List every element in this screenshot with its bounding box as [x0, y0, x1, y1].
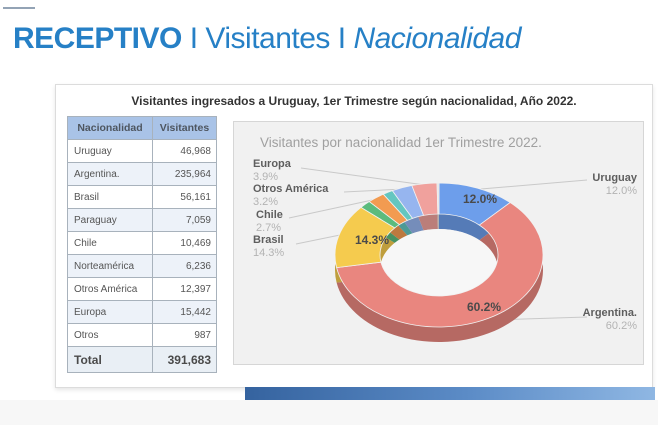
- nacionalidad-cell: Argentina.: [67, 162, 153, 186]
- slice-label-uruguay: 12.0%: [462, 192, 498, 206]
- callout-brasil: Brasil 14.3%: [253, 234, 284, 259]
- visitantes-cell: 12,397: [152, 277, 217, 301]
- chart-panel: Visitantes por nacionalidad 1er Trimestr…: [233, 121, 644, 365]
- callout-pct: 14.3%: [253, 246, 285, 259]
- callout-otros-america: Otros América 3.2%: [253, 183, 328, 208]
- table-row: Otros 987: [67, 323, 217, 347]
- visitantes-cell: 7,059: [152, 208, 217, 232]
- callout-chile: Chile 2.7%: [256, 209, 283, 234]
- nacionalidad-cell: Paraguay: [67, 208, 153, 232]
- title-separator: I: [329, 22, 354, 55]
- chart-title: Visitantes por nacionalidad 1er Trimestr…: [260, 135, 542, 150]
- pie-segment: [336, 202, 544, 328]
- table-row: Norteamérica 6,236: [67, 254, 217, 278]
- header-visitantes: Visitantes: [152, 116, 217, 140]
- nacionalidad-cell: Norteamérica: [67, 254, 153, 278]
- visitantes-cell: 56,161: [152, 185, 217, 209]
- visitantes-cell: 235,964: [152, 162, 217, 186]
- title-separator: I: [181, 22, 206, 55]
- slice-label-argentina: 60.2%: [466, 300, 502, 314]
- header-nacionalidad: Nacionalidad: [67, 116, 153, 140]
- visitantes-cell: 10,469: [152, 231, 217, 255]
- pie-segment: [436, 182, 440, 215]
- visitantes-cell: 987: [152, 323, 217, 347]
- callout-name: Otros América: [253, 183, 329, 195]
- callout-pct: 3.9%: [253, 170, 279, 183]
- callout-name: Brasil: [253, 234, 284, 246]
- nacionalidad-cell: Otros América: [67, 277, 153, 301]
- title-visitantes: Visitantes: [205, 22, 330, 55]
- table-row: Argentina. 235,964: [67, 162, 217, 186]
- table-row: Otros América 12,397: [67, 277, 217, 301]
- nacionalidad-cell: Europa: [67, 300, 153, 324]
- slice-label-brasil: 14.3%: [354, 233, 390, 247]
- table-row: Paraguay 7,059: [67, 208, 217, 232]
- visitantes-cell: 6,236: [152, 254, 217, 278]
- table-row: Uruguay 46,968: [67, 139, 217, 163]
- visitantes-cell: 46,968: [152, 139, 217, 163]
- bottom-strip: [0, 400, 658, 425]
- nacionalidad-cell: Uruguay: [67, 139, 153, 163]
- nacionalidad-cell: Brasil: [67, 185, 153, 209]
- page-title: RECEPTIVO I Visitantes I Nacionalidad: [13, 22, 521, 56]
- title-nacionalidad: Nacionalidad: [353, 22, 521, 55]
- table-row: Brasil 56,161: [67, 185, 217, 209]
- callout-name: Argentina.: [582, 307, 637, 319]
- table-header-row: Nacionalidad Visitantes: [67, 116, 217, 140]
- top-left-accent-dash: [3, 7, 35, 9]
- table-row: Europa 15,442: [67, 300, 217, 324]
- callout-argentina: Argentina. 60.2%: [583, 307, 637, 332]
- callout-name: Chile: [256, 209, 283, 221]
- donut-chart: [288, 167, 588, 342]
- table-total-row: Total 391,683: [67, 346, 217, 373]
- callout-pct: 2.7%: [256, 221, 282, 234]
- panel-subtitle: Visitantes ingresados a Uruguay, 1er Tri…: [131, 94, 577, 108]
- callout-name: Uruguay: [592, 172, 637, 184]
- total-value: 391,683: [152, 346, 217, 373]
- callout-europa: Europa 3.9%: [253, 158, 291, 183]
- bottom-accent-bar: [245, 387, 655, 400]
- title-receptivo: RECEPTIVO: [13, 22, 182, 55]
- table-row: Chile 10,469: [67, 231, 217, 255]
- callout-uruguay: Uruguay 12.0%: [592, 172, 637, 197]
- nacionalidad-cell: Chile: [67, 231, 153, 255]
- nacionalidad-cell: Otros: [67, 323, 153, 347]
- callout-pct: 60.2%: [605, 319, 637, 332]
- callout-name: Europa: [253, 158, 291, 170]
- content-panel: Visitantes ingresados a Uruguay, 1er Tri…: [55, 84, 653, 388]
- total-label: Total: [67, 346, 153, 373]
- nationality-table: Nacionalidad Visitantes Uruguay 46,968 Arg…: [67, 116, 217, 373]
- callout-pct: 3.2%: [253, 195, 279, 208]
- callout-pct: 12.0%: [605, 184, 637, 197]
- visitantes-cell: 15,442: [152, 300, 217, 324]
